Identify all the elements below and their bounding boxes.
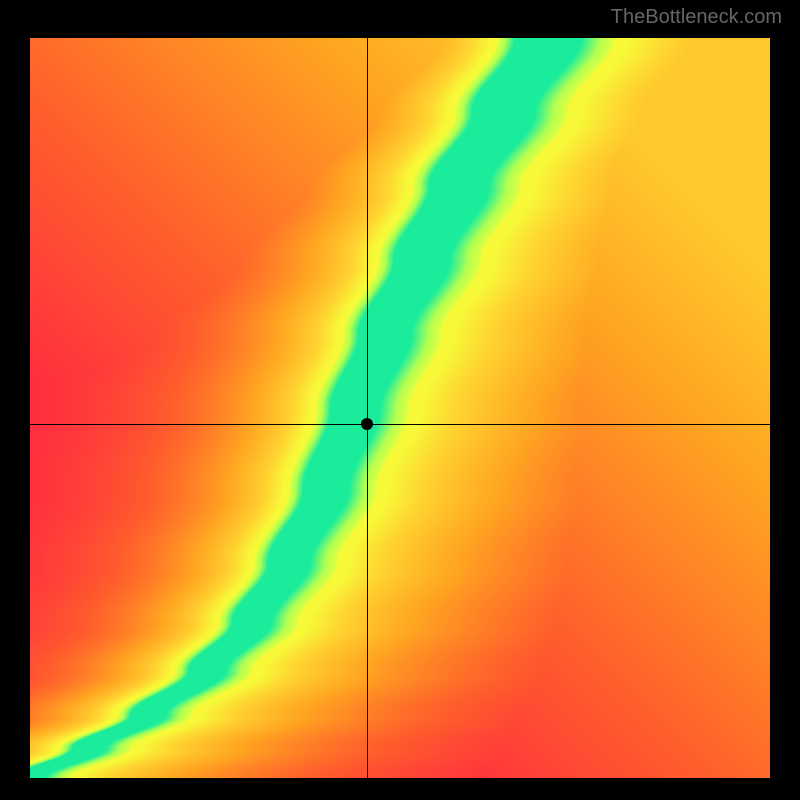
- crosshair-horizontal: [30, 424, 770, 425]
- watermark-text: TheBottleneck.com: [611, 6, 782, 29]
- plot-area: [30, 38, 770, 778]
- crosshair-marker: [361, 418, 373, 430]
- crosshair-vertical: [367, 38, 368, 778]
- heatmap-canvas: [30, 38, 770, 778]
